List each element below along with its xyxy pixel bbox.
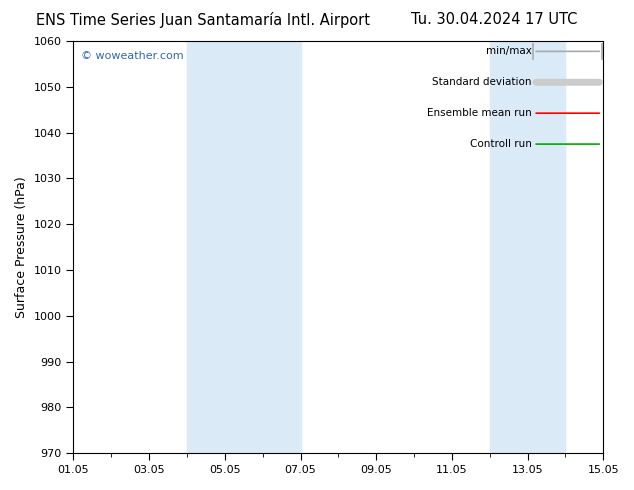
Text: Standard deviation: Standard deviation	[432, 77, 532, 87]
Text: Ensemble mean run: Ensemble mean run	[427, 108, 532, 118]
Text: Tu. 30.04.2024 17 UTC: Tu. 30.04.2024 17 UTC	[411, 12, 578, 27]
Text: min/max: min/max	[486, 47, 532, 56]
Y-axis label: Surface Pressure (hPa): Surface Pressure (hPa)	[15, 176, 28, 318]
Text: Controll run: Controll run	[470, 139, 532, 149]
Bar	[187, 41, 301, 453]
Text: ENS Time Series Juan Santamaría Intl. Airport: ENS Time Series Juan Santamaría Intl. Ai…	[36, 12, 370, 28]
Bar	[489, 41, 566, 453]
Text: © woweather.com: © woweather.com	[81, 51, 184, 61]
